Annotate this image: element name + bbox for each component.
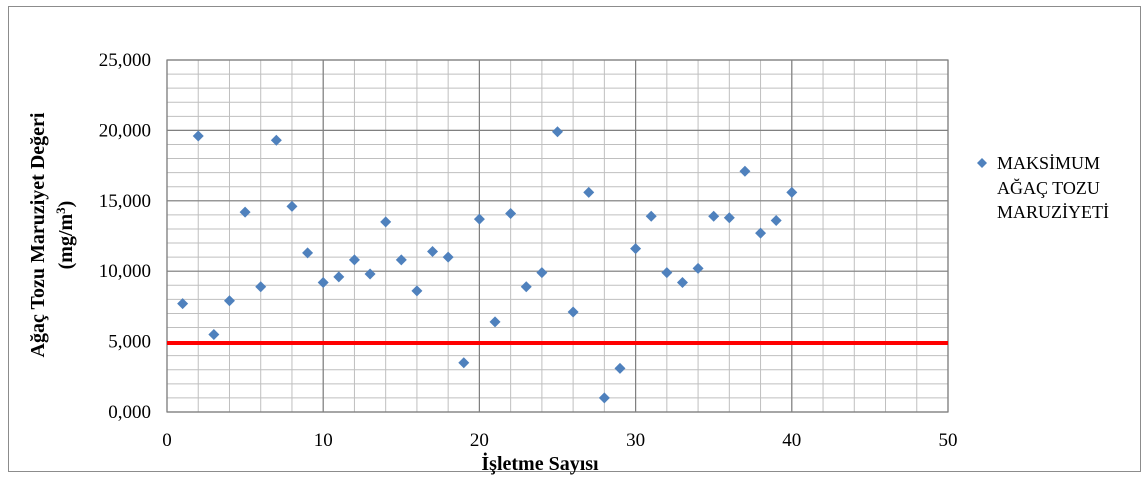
- data-point: [473, 213, 485, 225]
- data-point: [583, 186, 595, 198]
- data-point: [442, 251, 454, 263]
- data-point: [676, 276, 688, 288]
- data-point: [411, 285, 423, 297]
- data-point: [786, 186, 798, 198]
- data-point: [192, 130, 204, 142]
- data-point: [364, 268, 376, 280]
- y-tick-label: 10,000: [99, 261, 151, 282]
- data-point: [380, 216, 392, 228]
- data-point: [552, 126, 563, 138]
- legend: MAKSİMUM AĞAÇ TOZU MARUZİYETİ: [977, 153, 1109, 222]
- data-point: [489, 316, 501, 328]
- x-tick-label: 10: [314, 430, 333, 451]
- data-point: [317, 276, 329, 288]
- data-point: [692, 262, 704, 274]
- y-axis-title-line1: Ağaç Tozu Maruziyet Değeri: [27, 112, 49, 357]
- data-point: [286, 200, 298, 212]
- data-point: [505, 207, 517, 219]
- data-point: [255, 281, 267, 293]
- data-point: [645, 210, 657, 222]
- grid: [166, 59, 949, 413]
- data-point: [208, 329, 220, 341]
- data-point: [458, 357, 470, 369]
- x-tick-label: 40: [782, 430, 801, 451]
- data-point: [536, 267, 548, 279]
- data-point: [427, 245, 439, 257]
- data-point: [723, 212, 735, 224]
- data-point: [770, 215, 782, 227]
- legend-marker-diamond: [977, 158, 987, 168]
- data-point: [661, 267, 673, 279]
- y-tick-label: 25,000: [99, 50, 151, 71]
- data-point: [739, 165, 751, 177]
- data-point: [223, 295, 235, 307]
- data-point: [348, 254, 360, 266]
- data-point: [302, 247, 314, 259]
- tick-labels: 0 10 20 30 40 50 0,000 5,000 10,000 15,000 20,000 2…: [99, 50, 958, 451]
- chart-frame: [8, 6, 1141, 472]
- y-axis-title-line2: (mg/m3): [53, 201, 78, 270]
- y-tick-label: 0,000: [108, 402, 151, 423]
- data-point: [270, 134, 282, 146]
- y-tick-label: 15,000: [99, 191, 151, 212]
- data-point: [755, 227, 767, 239]
- x-axis-title: İşletme Sayısı: [481, 451, 599, 475]
- data-point: [520, 281, 532, 293]
- data-point: [395, 254, 407, 266]
- plot-area-border: [166, 59, 949, 413]
- y-axis-title: Ağaç Tozu Maruziyet Değeri (mg/m3): [27, 112, 77, 357]
- x-tick-label: 0: [162, 430, 172, 451]
- x-tick-label: 50: [939, 430, 958, 451]
- data-points: [177, 126, 798, 404]
- y-tick-label: 20,000: [99, 120, 151, 141]
- data-point: [177, 298, 189, 310]
- legend-label-line2: AĞAÇ TOZU: [997, 177, 1100, 198]
- x-tick-label: 20: [470, 430, 489, 451]
- y-tick-label: 5,000: [108, 332, 151, 353]
- data-point: [333, 271, 345, 283]
- data-point: [630, 243, 642, 255]
- data-point: [598, 392, 610, 404]
- data-point: [708, 210, 720, 222]
- legend-label-line1: MAKSİMUM: [997, 153, 1100, 173]
- data-point: [239, 206, 251, 218]
- data-point: [614, 362, 626, 374]
- x-tick-label: 30: [626, 430, 645, 451]
- legend-label-line3: MARUZİYETİ: [997, 202, 1109, 222]
- data-point: [567, 306, 579, 318]
